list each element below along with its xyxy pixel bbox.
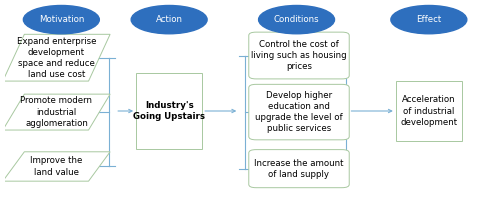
FancyBboxPatch shape — [249, 150, 349, 188]
Text: Develop higher
education and
upgrade the level of
public services: Develop higher education and upgrade the… — [255, 91, 343, 133]
FancyBboxPatch shape — [136, 73, 202, 149]
Text: Increase the amount
of land supply: Increase the amount of land supply — [254, 159, 344, 179]
Text: Acceleration
of industrial
development: Acceleration of industrial development — [400, 95, 458, 127]
FancyBboxPatch shape — [249, 32, 349, 79]
Text: Industry's
Going Upstairs: Industry's Going Upstairs — [133, 101, 205, 121]
FancyBboxPatch shape — [396, 81, 462, 141]
Text: Promote modern
industrial
agglomeration: Promote modern industrial agglomeration — [20, 97, 92, 128]
Ellipse shape — [131, 6, 207, 34]
Text: Control the cost of
living such as housing
prices: Control the cost of living such as housi… — [251, 40, 347, 71]
Ellipse shape — [258, 6, 334, 34]
Text: Motivation: Motivation — [38, 15, 84, 24]
Polygon shape — [3, 94, 110, 130]
Text: Conditions: Conditions — [274, 15, 320, 24]
Text: Improve the
land value: Improve the land value — [30, 157, 82, 176]
Polygon shape — [3, 34, 110, 81]
Text: Expand enterprise
development
space and reduce
land use cost: Expand enterprise development space and … — [16, 37, 96, 79]
Ellipse shape — [24, 6, 100, 34]
Text: Effect: Effect — [416, 15, 442, 24]
Polygon shape — [3, 152, 110, 181]
FancyBboxPatch shape — [249, 84, 349, 140]
Ellipse shape — [391, 6, 467, 34]
Text: Action: Action — [156, 15, 182, 24]
